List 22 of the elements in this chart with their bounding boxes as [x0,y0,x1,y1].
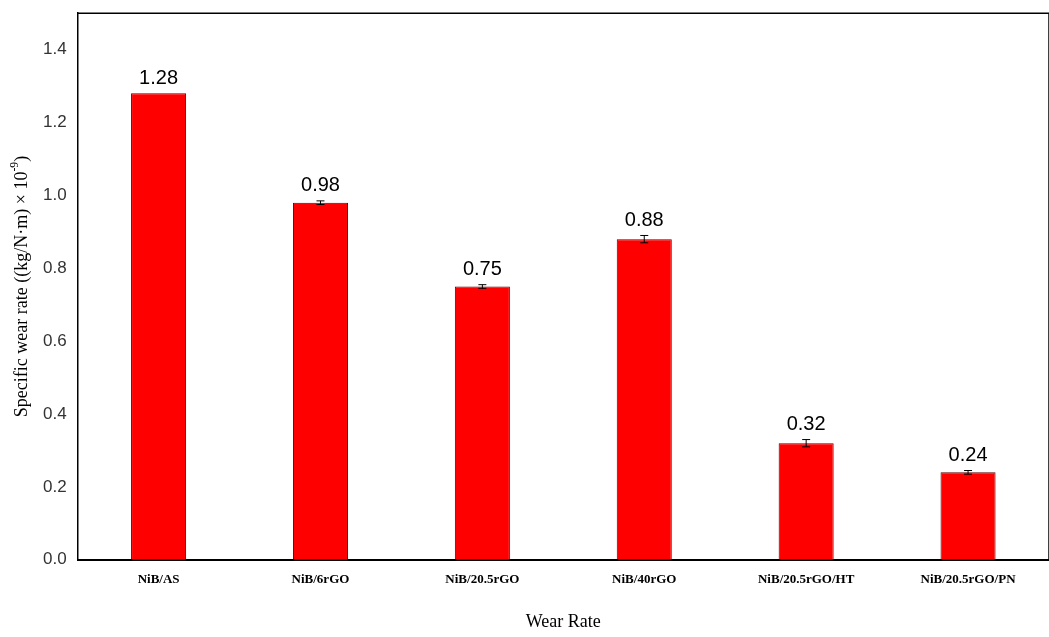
x-tick-label: NiB/AS [137,570,180,586]
y-tick-label: 1.4 [42,39,67,59]
y-tick-label: 1.2 [42,112,67,132]
x-axis-title: Wear Rate [525,610,601,631]
x-tick-label: NiB/40rGO [612,570,677,586]
y-tick-label: 0.0 [42,549,67,569]
x-tick-label: NiB/6rGO [291,570,350,586]
y-tick-label: 0.4 [42,403,67,423]
data-label: 0.75 [462,257,502,280]
data-label: 0.88 [624,208,664,230]
data-label: 0.32 [786,412,826,435]
y-tick-label: 0.2 [42,476,67,496]
data-label: 1.28 [139,65,179,88]
data-label: 0.98 [301,173,340,196]
x-tick-label: NiB/20.5rGO/PN [920,570,1017,586]
x-tick-label: NiB/20.5rGO [445,570,520,586]
x-tick-label: NiB/20.5rGO/HT [757,570,855,586]
y-tick-label: 0.8 [42,257,67,277]
y-tick-label: 1.0 [42,185,67,205]
data-label: 0.24 [948,443,988,466]
y-tick-label: 0.6 [42,330,67,350]
y-axis-title: Specific wear rate ((kg/N·m) × 10-9) [7,155,32,418]
